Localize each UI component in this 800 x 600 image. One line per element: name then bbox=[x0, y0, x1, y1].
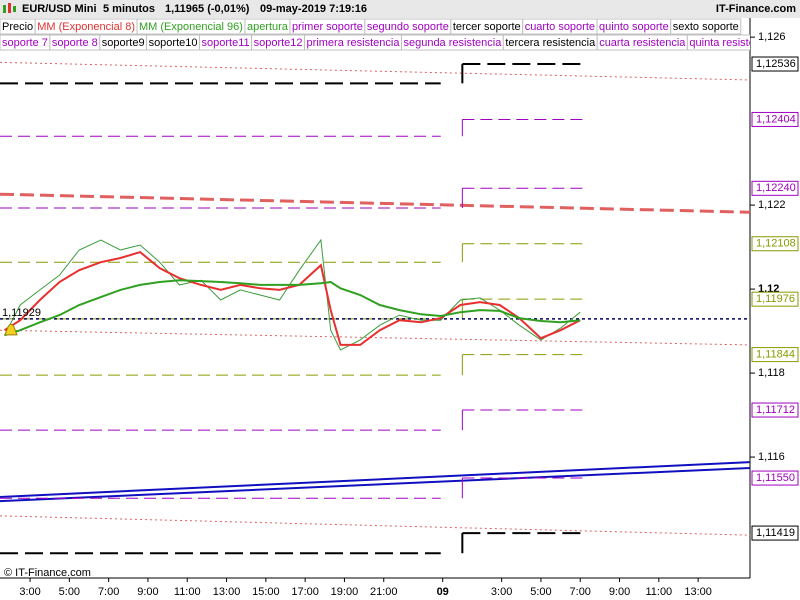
y-tick-label: 1,116 bbox=[758, 451, 785, 463]
trend-line bbox=[0, 61, 750, 81]
legend-entry: quinto soporte bbox=[599, 21, 669, 33]
level-label: 1,11844 bbox=[756, 349, 795, 361]
x-tick-label: 21:00 bbox=[370, 586, 398, 598]
legend-entry: MM (Exponencial 96) bbox=[139, 21, 243, 33]
series-line bbox=[4, 238, 581, 351]
x-tick-label: 5:00 bbox=[530, 586, 551, 598]
legend-entry: segundo soporte bbox=[367, 21, 449, 33]
level-label-box bbox=[751, 236, 799, 252]
x-tick-label: 11:00 bbox=[645, 586, 672, 598]
alert-icon bbox=[4, 323, 18, 336]
x-tick-label: 9:00 bbox=[137, 586, 158, 598]
x-tick-label: 19:00 bbox=[331, 586, 359, 598]
legend-entry: tercer soporte bbox=[453, 21, 521, 33]
footer: © IT-Finance.com bbox=[4, 567, 91, 579]
level-label: 1,11550 bbox=[756, 472, 795, 484]
legend-entry: quinta resistencia bbox=[689, 37, 775, 49]
interval: 5 minutos bbox=[103, 3, 155, 15]
legend-entry: MM (Exponencial 8) bbox=[37, 21, 135, 33]
datetime: 09-may-2019 7:19:16 bbox=[260, 3, 367, 15]
legend-entry: soporte 8 bbox=[52, 37, 98, 49]
header-bar bbox=[0, 0, 800, 18]
x-tick-label: 15:00 bbox=[252, 586, 280, 598]
x-tick-label: 13:00 bbox=[684, 586, 712, 598]
level-label-box bbox=[751, 347, 799, 363]
x-tick-label: 7:00 bbox=[98, 586, 119, 598]
legend-entry: primer soporte bbox=[292, 21, 363, 33]
quote: 1,11965 (-0,01%) bbox=[165, 3, 250, 15]
x-tick-label: 09 bbox=[437, 586, 449, 598]
trend-line bbox=[0, 192, 750, 214]
legend-cell bbox=[686, 34, 750, 51]
legend-entry: soporte11 bbox=[202, 37, 250, 49]
trend-line bbox=[0, 515, 750, 536]
legend-entry: segunda resistencia bbox=[403, 37, 502, 49]
y-tick-label: 1,126 bbox=[758, 31, 786, 43]
trend-line bbox=[0, 466, 750, 503]
series-line bbox=[4, 279, 581, 337]
level-label-box bbox=[751, 111, 799, 127]
chart-title: EUR/USD Mini bbox=[22, 3, 97, 15]
level-label-box bbox=[751, 291, 799, 307]
x-tick-label: 3:00 bbox=[491, 586, 512, 598]
legend-entry: soporte9 bbox=[102, 37, 145, 49]
legend-cell bbox=[670, 18, 742, 35]
legend-entry: apertura bbox=[247, 21, 289, 33]
x-tick-label: 11:00 bbox=[174, 586, 201, 598]
level-label: 1,11712 bbox=[756, 404, 795, 416]
x-tick-label: 9:00 bbox=[609, 586, 630, 598]
legend-entry: tercera resistencia bbox=[505, 37, 596, 49]
brand: IT-Finance.com bbox=[716, 3, 796, 15]
y-tick-label: 1,122 bbox=[758, 199, 786, 211]
x-tick-label: 17:00 bbox=[291, 586, 319, 598]
level-label-box bbox=[751, 56, 799, 72]
level-label-box bbox=[751, 402, 799, 418]
legend-entry: cuarto soporte bbox=[525, 21, 595, 33]
x-tick-label: 5:00 bbox=[59, 586, 80, 598]
level-label: 1,12536 bbox=[756, 58, 796, 70]
level-label: 1,12108 bbox=[756, 238, 796, 250]
level-label-box bbox=[751, 180, 799, 196]
legend-entry: soporte10 bbox=[149, 37, 198, 49]
trend-line bbox=[0, 329, 750, 346]
level-label-box bbox=[751, 470, 799, 486]
level-label: 1,12404 bbox=[756, 113, 796, 125]
level-label: 1,12240 bbox=[756, 182, 796, 194]
legend-entry: soporte12 bbox=[254, 37, 303, 49]
legend-entry: sexto soporte bbox=[673, 21, 739, 33]
x-tick-label: 3:00 bbox=[19, 586, 40, 598]
trend-line bbox=[0, 461, 750, 498]
legend-entry: Precio bbox=[2, 21, 33, 33]
level-label: 1,11976 bbox=[756, 293, 795, 305]
x-tick-label: 7:00 bbox=[570, 586, 591, 598]
level-label: 1,11419 bbox=[756, 527, 795, 539]
overlay: 1,11929 Precio MM (Exponencial 8) MM (Expon… bbox=[0, 18, 775, 336]
x-tick-label: 13:00 bbox=[213, 586, 241, 598]
candle-icon bbox=[3, 3, 16, 13]
level-label-box bbox=[751, 525, 799, 541]
legend-entry: cuarta resistencia bbox=[599, 37, 686, 49]
last-price-label: 1,11929 bbox=[2, 307, 41, 319]
legend-entry: soporte 7 bbox=[2, 37, 48, 49]
plot bbox=[0, 61, 750, 555]
y-tick-label: 1,118 bbox=[758, 367, 785, 379]
legend-entry: primera resistencia bbox=[307, 37, 401, 49]
